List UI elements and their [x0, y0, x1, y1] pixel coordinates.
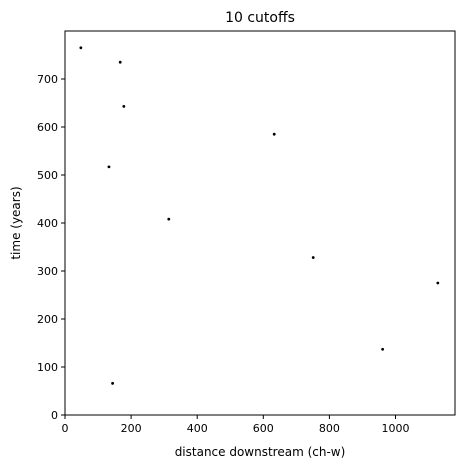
y-axis: 0 100 200 300 400 500 600 700	[37, 73, 65, 422]
data-point	[436, 282, 439, 285]
x-axis-label: distance downstream (ch-w)	[175, 445, 346, 459]
x-tick-label: 1000	[382, 422, 410, 435]
data-point	[381, 348, 384, 351]
y-tick-label: 500	[37, 169, 58, 182]
y-tick-label: 600	[37, 121, 58, 134]
y-tick-label: 0	[51, 409, 58, 422]
data-point	[108, 165, 111, 168]
x-axis: 0 200 400 600 800 1000	[62, 415, 410, 435]
y-tick-label: 100	[37, 361, 58, 374]
data-point	[79, 46, 82, 49]
y-axis-label: time (years)	[9, 186, 23, 259]
data-point	[167, 218, 170, 221]
chart-title: 10 cutoffs	[225, 10, 295, 26]
y-tick-label: 400	[37, 217, 58, 230]
y-tick-label: 700	[37, 73, 58, 86]
data-point	[122, 105, 125, 108]
data-point	[111, 382, 114, 385]
data-points	[79, 46, 439, 384]
x-tick-label: 600	[253, 422, 274, 435]
x-tick-label: 0	[62, 422, 69, 435]
x-tick-label: 400	[187, 422, 208, 435]
x-tick-label: 800	[319, 422, 340, 435]
data-point	[273, 133, 276, 136]
y-tick-label: 300	[37, 265, 58, 278]
data-point	[119, 61, 122, 64]
data-point	[312, 256, 315, 259]
plot-frame	[65, 31, 455, 415]
y-tick-label: 200	[37, 313, 58, 326]
x-tick-label: 200	[121, 422, 142, 435]
